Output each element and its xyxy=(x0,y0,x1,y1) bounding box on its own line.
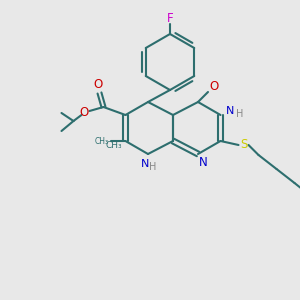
Text: H: H xyxy=(236,109,243,119)
Text: F: F xyxy=(167,11,173,25)
Text: N: N xyxy=(199,155,207,169)
Text: N: N xyxy=(141,159,149,169)
Text: CH₃: CH₃ xyxy=(105,140,122,149)
Text: H: H xyxy=(149,162,157,172)
Text: CH₃: CH₃ xyxy=(94,136,109,146)
Text: S: S xyxy=(240,139,247,152)
Text: O: O xyxy=(80,106,89,119)
Text: O: O xyxy=(209,80,219,92)
Text: N: N xyxy=(226,106,235,116)
Text: O: O xyxy=(94,77,103,91)
